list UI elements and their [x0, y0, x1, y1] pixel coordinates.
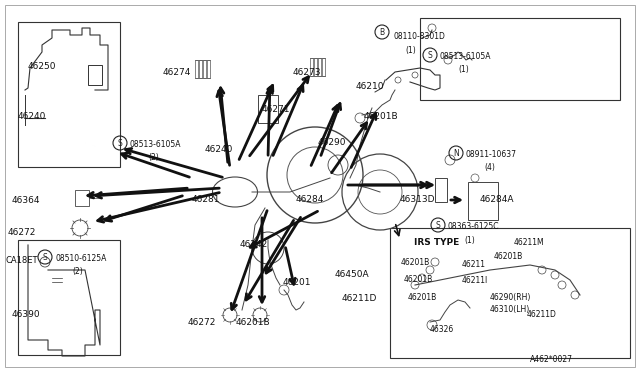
Bar — [435, 178, 447, 202]
Text: 46201B: 46201B — [401, 258, 430, 267]
Bar — [199, 60, 202, 78]
Text: IRS TYPE: IRS TYPE — [414, 238, 460, 247]
Text: 46326: 46326 — [430, 325, 454, 334]
Text: 46211M: 46211M — [514, 238, 545, 247]
Text: 46273: 46273 — [293, 68, 321, 77]
Text: N: N — [453, 148, 459, 157]
Bar — [203, 60, 206, 78]
Text: 08513-6105A: 08513-6105A — [440, 52, 492, 61]
Bar — [314, 58, 317, 76]
Text: (4): (4) — [484, 163, 495, 172]
Text: 46210: 46210 — [356, 82, 385, 91]
Text: 46240: 46240 — [18, 112, 46, 121]
Text: 46450A: 46450A — [335, 270, 370, 279]
Text: 46201B: 46201B — [494, 252, 524, 261]
Text: 46211D: 46211D — [527, 310, 557, 319]
Text: 46310(LH): 46310(LH) — [490, 305, 531, 314]
Text: 08510-6125A: 08510-6125A — [55, 254, 106, 263]
Text: 46211: 46211 — [462, 260, 486, 269]
Text: 46272: 46272 — [188, 318, 216, 327]
Text: 46201B: 46201B — [364, 112, 399, 121]
Text: 08911-10637: 08911-10637 — [466, 150, 517, 159]
Text: 46201B: 46201B — [236, 318, 271, 327]
Bar — [88, 65, 102, 85]
Bar — [18, 22, 120, 167]
Text: 46240: 46240 — [205, 145, 234, 154]
Text: 46272: 46272 — [8, 228, 36, 237]
Text: 08513-6105A: 08513-6105A — [130, 140, 182, 149]
Text: S: S — [428, 51, 433, 60]
Text: 46250: 46250 — [28, 62, 56, 71]
Text: (1): (1) — [458, 65, 468, 74]
Text: 46290: 46290 — [318, 138, 346, 147]
Text: S: S — [118, 138, 122, 148]
Text: S: S — [436, 221, 440, 230]
Bar — [322, 58, 325, 76]
Bar — [195, 60, 198, 78]
Bar — [310, 58, 313, 76]
Text: 46290(RH): 46290(RH) — [490, 293, 531, 302]
Bar — [390, 228, 630, 358]
Text: (2): (2) — [72, 267, 83, 276]
Text: 46284: 46284 — [296, 195, 324, 204]
Text: A462*0027: A462*0027 — [530, 355, 573, 364]
Text: (2): (2) — [148, 153, 159, 162]
Text: 46274: 46274 — [163, 68, 191, 77]
Text: 46211D: 46211D — [342, 294, 378, 303]
Bar — [420, 18, 620, 100]
Text: 46201B: 46201B — [408, 293, 437, 302]
Text: 46281: 46281 — [192, 195, 221, 204]
Text: 46201: 46201 — [283, 278, 312, 287]
Text: 46364: 46364 — [12, 196, 40, 205]
Bar — [18, 240, 120, 355]
Text: 46271: 46271 — [262, 105, 291, 114]
Bar — [207, 60, 210, 78]
Text: 46313D: 46313D — [400, 195, 435, 204]
Text: 46242: 46242 — [240, 240, 268, 249]
Text: 46390: 46390 — [12, 310, 40, 319]
Bar — [258, 95, 278, 123]
Text: (1): (1) — [405, 46, 416, 55]
Bar — [318, 58, 321, 76]
Text: B: B — [380, 28, 385, 36]
Text: 46201B: 46201B — [404, 275, 433, 284]
Bar — [468, 182, 498, 220]
Text: 46211I: 46211I — [462, 276, 488, 285]
Text: CA18ET: CA18ET — [5, 256, 38, 265]
Bar — [75, 190, 89, 206]
Text: (1): (1) — [464, 236, 475, 245]
Text: 08110-8301D: 08110-8301D — [393, 32, 445, 41]
Text: 08363-6125C: 08363-6125C — [448, 222, 499, 231]
Text: S: S — [43, 253, 47, 262]
Text: 46284A: 46284A — [480, 195, 515, 204]
